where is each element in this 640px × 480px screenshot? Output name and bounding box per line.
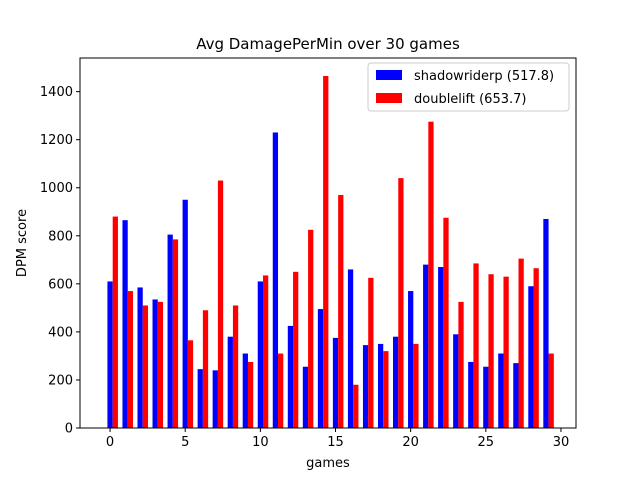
bar-shadowriderp-21 <box>423 264 429 428</box>
bar-doublelift-21 <box>428 121 434 429</box>
legend-swatch-doublelift <box>376 93 402 103</box>
bar-shadowriderp-18 <box>377 343 384 428</box>
bar-shadowriderp-1 <box>122 220 128 428</box>
bar-doublelift-4 <box>172 239 179 428</box>
bar-doublelift-15 <box>338 194 344 428</box>
bar-shadowriderp-22 <box>438 267 444 428</box>
bar-shadowriderp-12 <box>287 325 294 428</box>
y-tick-label: 1400 <box>40 85 73 100</box>
bar-doublelift-29 <box>548 353 554 428</box>
y-tick-label: 200 <box>48 373 73 388</box>
bar-shadowriderp-19 <box>393 336 399 428</box>
bar-shadowriderp-17 <box>362 345 369 428</box>
legend-swatch-shadowriderp <box>376 70 402 80</box>
x-tick-label: 5 <box>181 435 189 450</box>
bar-doublelift-8 <box>232 305 239 428</box>
bar-doublelift-7 <box>217 180 224 428</box>
x-tick-label: 30 <box>553 435 570 450</box>
bar-doublelift-5 <box>187 340 194 428</box>
bar-doublelift-13 <box>308 229 314 428</box>
x-axis: 0 5 10 15 20 25 30 <box>106 428 569 450</box>
bar-shadowriderp-6 <box>197 369 203 428</box>
x-tick-label: 20 <box>402 435 419 450</box>
y-axis: 0 200 400 600 800 1000 1200 1400 <box>40 85 80 437</box>
bar-shadowriderp-8 <box>227 336 233 428</box>
bar-doublelift-22 <box>443 217 449 428</box>
chart-title: Avg DamagePerMin over 30 games <box>196 35 460 53</box>
bar-doublelift-26 <box>503 276 509 428</box>
legend-label-doublelift: doublelift (653.7) <box>414 92 526 107</box>
bars-group <box>107 76 554 429</box>
bar-doublelift-6 <box>202 310 209 428</box>
bar-shadowriderp-29 <box>543 218 549 428</box>
bar-doublelift-3 <box>157 301 164 428</box>
x-axis-title: games <box>306 456 350 471</box>
bar-shadowriderp-25 <box>483 366 489 428</box>
bar-shadowriderp-13 <box>302 366 309 428</box>
bar-doublelift-0 <box>112 216 118 428</box>
bar-shadowriderp-26 <box>498 353 504 428</box>
bar-shadowriderp-10 <box>257 281 263 428</box>
bar-shadowriderp-11 <box>272 132 279 429</box>
bar-shadowriderp-2 <box>137 287 143 428</box>
bar-shadowriderp-28 <box>528 286 534 428</box>
bar-shadowriderp-14 <box>317 309 324 428</box>
legend-box <box>367 62 570 112</box>
x-tick-label: 15 <box>327 435 344 450</box>
bar-doublelift-28 <box>533 268 539 428</box>
bar-doublelift-24 <box>473 263 479 428</box>
bar-doublelift-12 <box>293 271 299 428</box>
bar-shadowriderp-5 <box>182 199 188 428</box>
bar-shadowriderp-27 <box>513 363 519 428</box>
bar-shadowriderp-0 <box>107 281 113 428</box>
x-tick-label: 0 <box>106 435 114 450</box>
bar-doublelift-17 <box>368 277 374 428</box>
y-tick-label: 800 <box>48 229 73 244</box>
legend-label-shadowriderp: shadowriderp (517.8) <box>414 69 554 84</box>
bar-doublelift-20 <box>413 343 419 428</box>
bar-shadowriderp-16 <box>347 269 354 428</box>
bar-doublelift-23 <box>458 301 464 428</box>
bar-shadowriderp-3 <box>152 299 158 428</box>
legend: shadowriderp (517.8) doublelift (653.7) <box>367 62 570 112</box>
bar-doublelift-14 <box>323 76 329 429</box>
y-tick-label: 400 <box>48 325 73 340</box>
bar-shadowriderp-24 <box>468 361 474 428</box>
bar-shadowriderp-15 <box>332 337 339 428</box>
bar-shadowriderp-9 <box>242 353 248 428</box>
bar-doublelift-1 <box>127 291 133 428</box>
y-tick-label: 0 <box>65 422 73 437</box>
bar-doublelift-16 <box>353 384 359 428</box>
bar-doublelift-2 <box>142 305 149 428</box>
bar-doublelift-10 <box>262 275 269 428</box>
y-axis-title: DPM score <box>15 209 30 277</box>
bar-doublelift-25 <box>488 274 494 428</box>
bar-doublelift-11 <box>278 353 284 428</box>
bar-shadowriderp-4 <box>167 234 173 428</box>
y-tick-label: 600 <box>48 277 73 292</box>
plot-frame <box>79 57 577 429</box>
x-tick-label: 10 <box>252 435 269 450</box>
bar-shadowriderp-20 <box>408 291 414 428</box>
bar-doublelift-27 <box>518 258 524 428</box>
bar-shadowriderp-7 <box>212 370 218 428</box>
y-tick-label: 1000 <box>40 181 73 196</box>
bar-doublelift-18 <box>383 351 389 428</box>
x-tick-label: 25 <box>478 435 495 450</box>
bar-shadowriderp-23 <box>453 334 459 428</box>
bar-doublelift-19 <box>398 178 404 428</box>
bar-doublelift-9 <box>247 361 254 428</box>
y-tick-label: 1200 <box>40 133 73 148</box>
